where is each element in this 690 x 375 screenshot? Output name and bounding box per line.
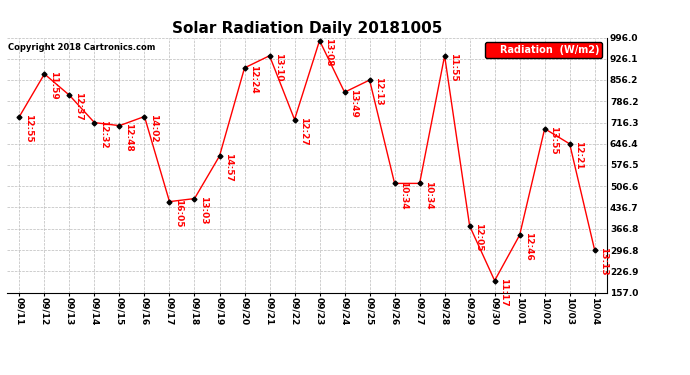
Text: 13:55: 13:55 — [549, 126, 558, 154]
Text: 12:46: 12:46 — [524, 232, 533, 261]
Text: 10:34: 10:34 — [424, 181, 433, 209]
Text: 13:10: 13:10 — [274, 53, 283, 81]
Text: 11:59: 11:59 — [48, 71, 57, 100]
Text: 12:05: 12:05 — [474, 223, 483, 252]
Text: 13:08: 13:08 — [324, 38, 333, 66]
Text: 13:49: 13:49 — [348, 89, 357, 118]
Text: 10:34: 10:34 — [399, 181, 408, 209]
Legend: Radiation  (W/m2): Radiation (W/m2) — [485, 42, 602, 58]
Text: 13:13: 13:13 — [599, 248, 608, 276]
Text: 12:48: 12:48 — [124, 123, 132, 152]
Text: Copyright 2018 Cartronics.com: Copyright 2018 Cartronics.com — [8, 43, 155, 52]
Text: 16:05: 16:05 — [174, 199, 183, 227]
Text: 11:55: 11:55 — [448, 53, 457, 82]
Text: 12:13: 12:13 — [374, 77, 383, 106]
Text: 12:55: 12:55 — [23, 114, 32, 142]
Text: 13:03: 13:03 — [199, 196, 208, 224]
Text: 11:17: 11:17 — [499, 278, 508, 307]
Text: 12:21: 12:21 — [574, 141, 583, 170]
Text: 14:02: 14:02 — [148, 114, 157, 142]
Text: 12:37: 12:37 — [74, 93, 83, 121]
Text: 12:32: 12:32 — [99, 120, 108, 148]
Text: 12:24: 12:24 — [248, 65, 257, 94]
Text: 14:57: 14:57 — [224, 153, 233, 182]
Title: Solar Radiation Daily 20181005: Solar Radiation Daily 20181005 — [172, 21, 442, 36]
Text: 12:27: 12:27 — [299, 117, 308, 146]
